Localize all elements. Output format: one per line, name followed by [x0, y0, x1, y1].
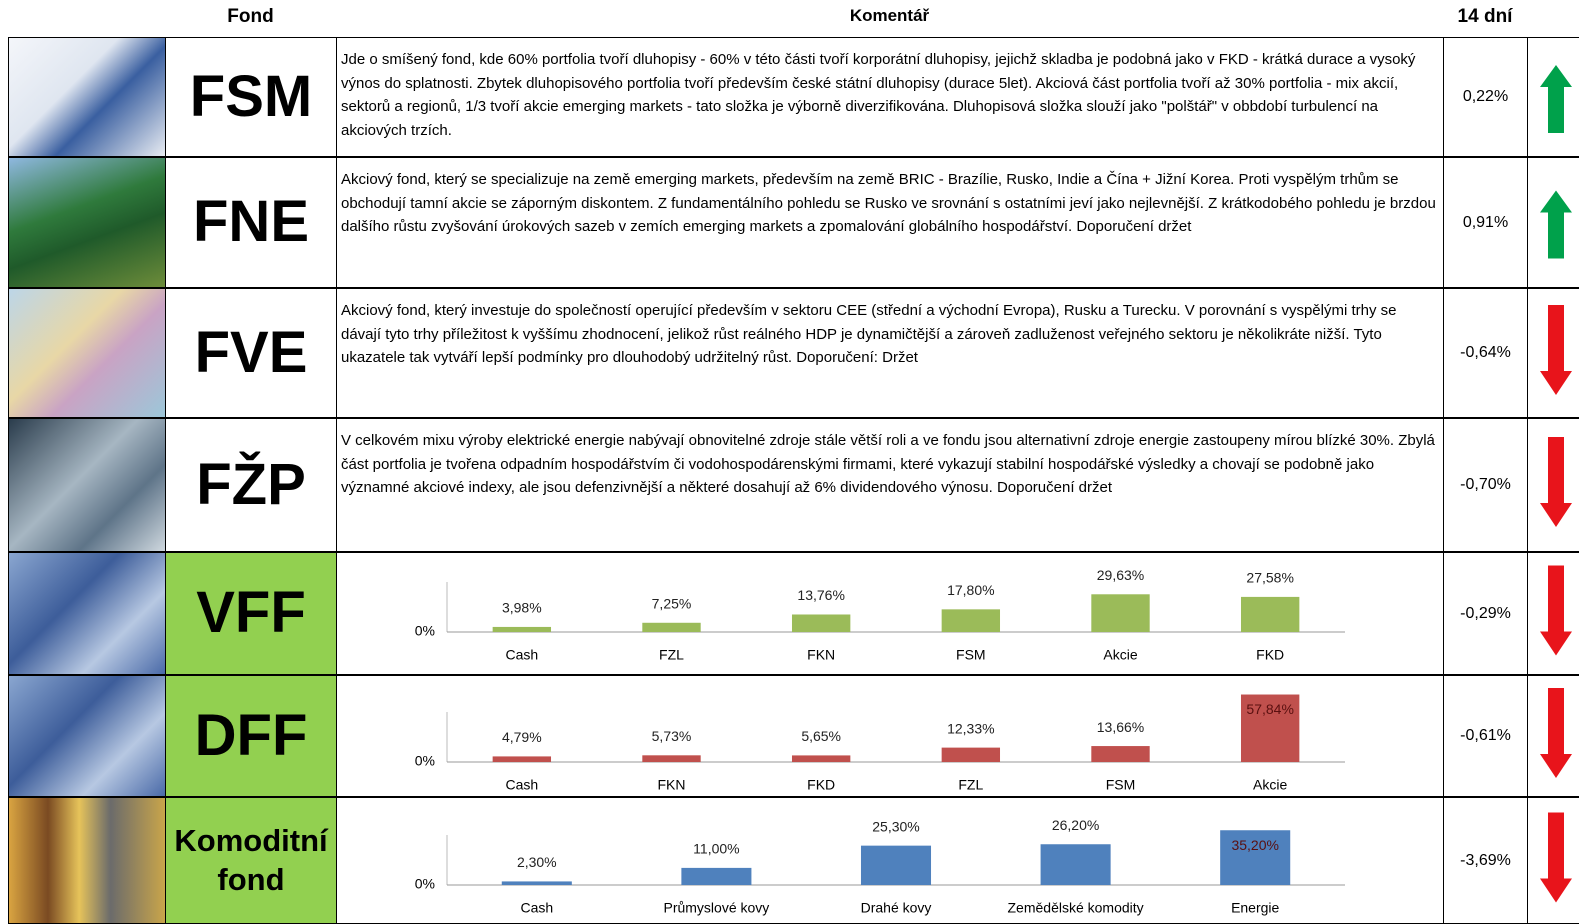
fund-image: [8, 37, 166, 157]
change: 0,91%: [1443, 157, 1528, 288]
fund-name: FŽP: [165, 418, 337, 552]
fund-name: FSM: [165, 37, 337, 157]
fund-image: [8, 418, 166, 552]
change: -3,69%: [1443, 797, 1528, 924]
fund-image: [8, 157, 166, 288]
fund-name: VFF: [165, 552, 337, 675]
header-fond: Fond: [165, 6, 336, 28]
fund-image: [8, 797, 166, 924]
arrow-cell: [1527, 418, 1579, 552]
arrow-cell: [1527, 797, 1579, 924]
fund-name: DFF: [165, 675, 337, 797]
arrow-cell: [1527, 37, 1579, 157]
header-period: 14 dní: [1443, 6, 1527, 28]
change: -0,61%: [1443, 675, 1528, 797]
change: -0,70%: [1443, 418, 1528, 552]
comment-cell: Akciový fond, který se specializuje na z…: [336, 157, 1444, 288]
fund-name: Komoditní fond: [165, 797, 337, 924]
arrow-cell: [1527, 157, 1579, 288]
header-comment: Komentář: [336, 6, 1443, 26]
arrow-cell: [1527, 288, 1579, 418]
fund-image: [8, 675, 166, 797]
arrow-cell: [1527, 675, 1579, 797]
fund-image: [8, 288, 166, 418]
fund-name: FNE: [165, 157, 337, 288]
change: 0,22%: [1443, 37, 1528, 157]
arrow-cell: [1527, 552, 1579, 675]
fund-name: FVE: [165, 288, 337, 418]
comment-cell: [336, 552, 1444, 675]
change: -0,64%: [1443, 288, 1528, 418]
comment-cell: [336, 675, 1444, 797]
change: -0,29%: [1443, 552, 1528, 675]
fund-image: [8, 552, 166, 675]
comment-cell: [336, 797, 1444, 924]
comment-cell: Jde o smíšený fond, kde 60% portfolia tv…: [336, 37, 1444, 157]
comment-cell: Akciový fond, který investuje do společn…: [336, 288, 1444, 418]
page: Fond Komentář 14 dní FSMJde o smíšený fo…: [0, 0, 1579, 924]
comment-cell: V celkovém mixu výroby elektrické energi…: [336, 418, 1444, 552]
